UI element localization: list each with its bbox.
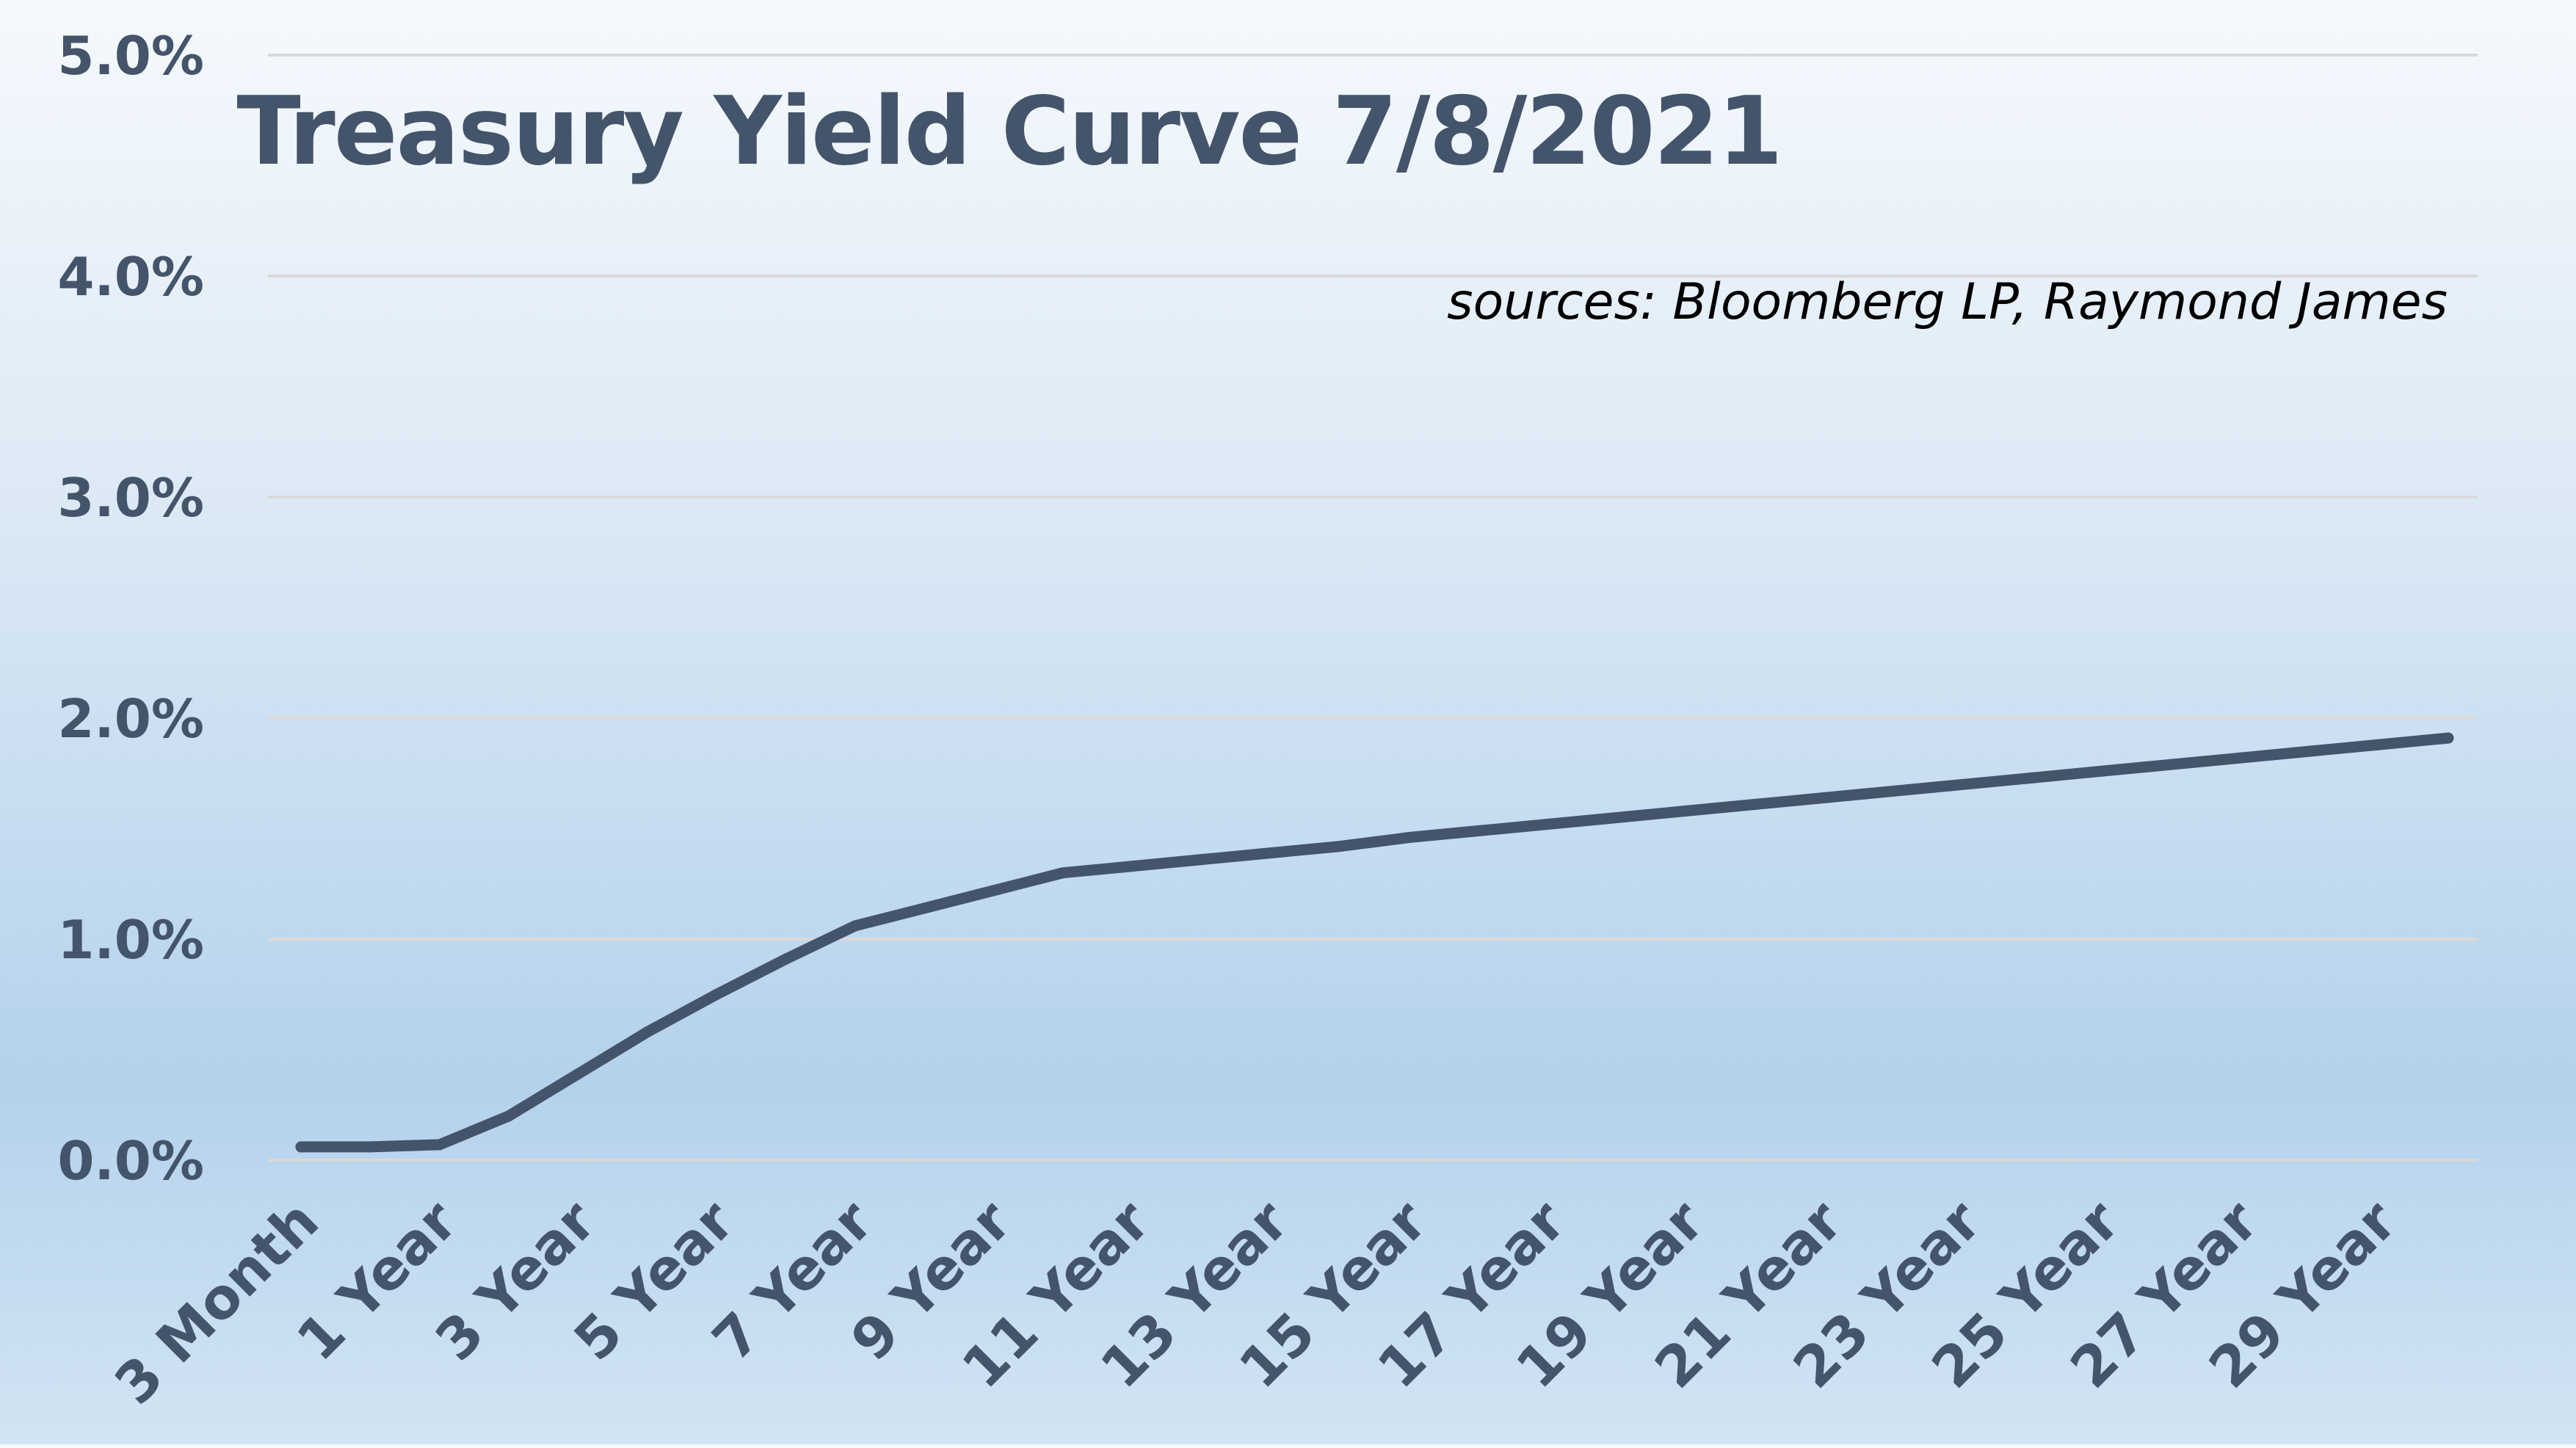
series-layer xyxy=(295,732,2454,1153)
gridlines xyxy=(268,54,2478,1162)
series-line xyxy=(295,732,2454,1153)
chart-title: Treasury Yield Curve 7/8/2021 xyxy=(236,77,1782,187)
data-point xyxy=(1819,792,1831,803)
data-point xyxy=(572,1068,584,1080)
data-point xyxy=(1542,818,1553,830)
data-point xyxy=(1196,854,1208,866)
data-point xyxy=(1473,825,1484,837)
data-point xyxy=(1334,841,1346,852)
data-point xyxy=(1680,805,1692,817)
data-point xyxy=(2304,745,2315,757)
data-point xyxy=(1265,847,1277,859)
data-point xyxy=(642,1026,653,1038)
y-tick-label: 3.0% xyxy=(57,467,204,529)
data-point xyxy=(364,1141,376,1153)
data-point xyxy=(1404,832,1415,844)
data-point xyxy=(1057,867,1069,879)
data-point xyxy=(780,953,791,965)
y-tick-label: 5.0% xyxy=(57,25,204,87)
y-tick-label: 0.0% xyxy=(57,1130,204,1192)
data-point xyxy=(1958,778,1970,790)
data-point xyxy=(2096,765,2108,777)
data-point xyxy=(711,988,722,1000)
x-tick-label: 3 Month xyxy=(102,1188,331,1417)
data-point xyxy=(1611,811,1623,823)
data-point xyxy=(849,920,861,932)
data-point xyxy=(1126,861,1138,872)
data-point xyxy=(2027,772,2039,783)
data-point xyxy=(918,902,930,914)
data-point xyxy=(503,1110,515,1122)
y-tick-label: 1.0% xyxy=(57,909,204,971)
data-point xyxy=(1749,798,1761,810)
data-point xyxy=(434,1139,446,1151)
y-axis-tick-labels: 0.0% 1.0% 2.0% 3.0% 4.0% 5.0% xyxy=(57,25,204,1192)
data-point xyxy=(1888,785,1900,797)
data-point xyxy=(2373,739,2385,750)
y-tick-label: 2.0% xyxy=(57,688,204,750)
data-point xyxy=(2166,759,2177,770)
data-point xyxy=(295,1141,307,1153)
y-tick-label: 4.0% xyxy=(57,246,204,308)
data-point xyxy=(2442,732,2454,744)
data-point xyxy=(988,885,1000,897)
chart-source-annotation: sources: Bloomberg LP, Raymond James xyxy=(1447,273,2448,331)
data-point xyxy=(2235,752,2246,764)
